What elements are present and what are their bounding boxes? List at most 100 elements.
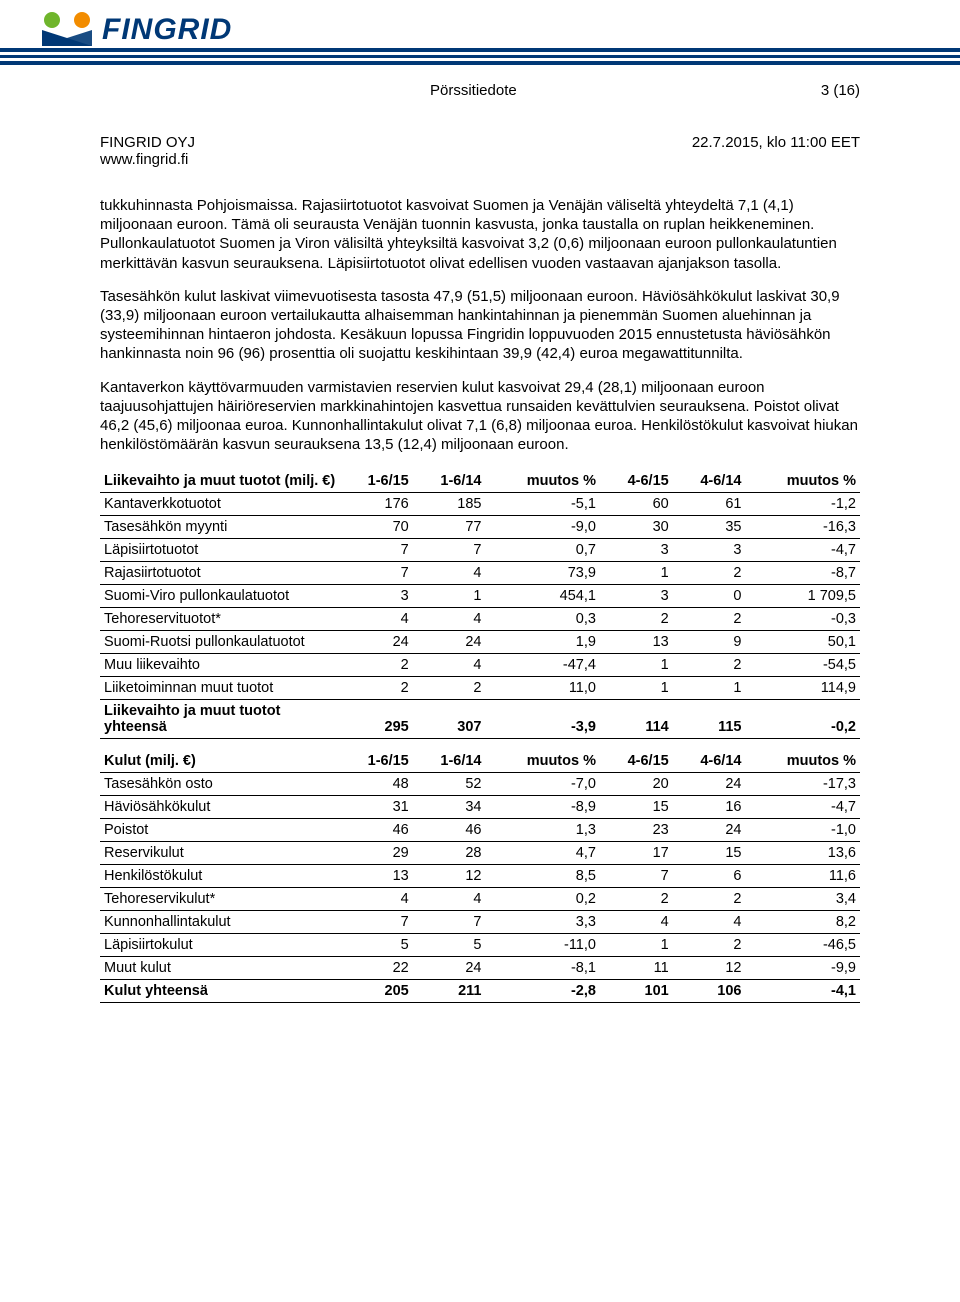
logo: FINGRID <box>40 8 232 52</box>
website: www.fingrid.fi <box>100 151 195 168</box>
cell: 1 <box>600 654 673 677</box>
cell: -4,7 <box>745 796 860 819</box>
row-label: Poistot <box>100 819 340 842</box>
cell: -0,3 <box>745 608 860 631</box>
table-row: Tasesähkön myynti7077-9,03035-16,3 <box>100 516 860 539</box>
col-change1: muutos % <box>486 470 600 493</box>
content: FINGRID OYJ www.fingrid.fi 22.7.2015, kl… <box>0 134 960 1043</box>
cell: 2 <box>673 608 746 631</box>
cell: 3 <box>340 585 413 608</box>
body-text: tukkuhinnasta Pohjoismaissa. Rajasiirtot… <box>100 196 860 454</box>
cell: -4,1 <box>745 980 860 1003</box>
table-row: Poistot46461,32324-1,0 <box>100 819 860 842</box>
row-label: Reservikulut <box>100 842 340 865</box>
section-col: 1-6/15 <box>340 739 413 773</box>
cell: 30 <box>600 516 673 539</box>
cell: 77 <box>413 516 486 539</box>
datetime: 22.7.2015, klo 11:00 EET <box>692 134 860 168</box>
row-label: Liiketoiminnan muut tuotot <box>100 677 340 700</box>
row-label: Muu liikevaihto <box>100 654 340 677</box>
cell: 2 <box>673 934 746 957</box>
cell: -16,3 <box>745 516 860 539</box>
total-row: Liikevaihto ja muut tuotot yhteensä29530… <box>100 700 860 739</box>
cell: 15 <box>673 842 746 865</box>
cell: 295 <box>340 700 413 739</box>
table-row: Tehoreservituotot*440,322-0,3 <box>100 608 860 631</box>
cell: -8,1 <box>486 957 600 980</box>
total-label: Kulut yhteensä <box>100 980 340 1003</box>
cell: 2 <box>340 654 413 677</box>
cell: 5 <box>413 934 486 957</box>
row-label: Suomi-Ruotsi pullonkaulatuotot <box>100 631 340 654</box>
cell: 2 <box>413 677 486 700</box>
cell: 13 <box>600 631 673 654</box>
cell: 1,9 <box>486 631 600 654</box>
cell: 211 <box>413 980 486 1003</box>
cell: 23 <box>600 819 673 842</box>
table-row: Henkilöstökulut13128,57611,6 <box>100 865 860 888</box>
table-row: Liiketoiminnan muut tuotot2211,011114,9 <box>100 677 860 700</box>
cell: 13,6 <box>745 842 860 865</box>
cell: 2 <box>600 888 673 911</box>
cell: 2 <box>673 654 746 677</box>
cell: 52 <box>413 773 486 796</box>
cell: 34 <box>413 796 486 819</box>
cell: -46,5 <box>745 934 860 957</box>
cell: 114 <box>600 700 673 739</box>
cell: 22 <box>340 957 413 980</box>
col-1615: 1-6/15 <box>340 470 413 493</box>
cell: -7,0 <box>486 773 600 796</box>
logo-text: FINGRID <box>102 13 232 47</box>
cell: 1 <box>600 934 673 957</box>
row-label: Rajasiirtotuotot <box>100 562 340 585</box>
cell: 12 <box>413 865 486 888</box>
row-label: Henkilöstökulut <box>100 865 340 888</box>
cell: 2 <box>673 888 746 911</box>
table-row: Kunnonhallintakulut773,3448,2 <box>100 911 860 934</box>
table-row: Muu liikevaihto24-47,412-54,5 <box>100 654 860 677</box>
table-row: Häviösähkökulut3134-8,91516-4,7 <box>100 796 860 819</box>
cell: 4 <box>413 562 486 585</box>
section-col: muutos % <box>486 739 600 773</box>
cell: 50,1 <box>745 631 860 654</box>
cell: 13 <box>340 865 413 888</box>
cell: 8,2 <box>745 911 860 934</box>
cell: 61 <box>673 493 746 516</box>
row-label: Läpisiirtotuotot <box>100 539 340 562</box>
logo-mark-icon <box>40 8 94 52</box>
cell: 307 <box>413 700 486 739</box>
cell: 3,3 <box>486 911 600 934</box>
section-col: muutos % <box>745 739 860 773</box>
cell: 115 <box>673 700 746 739</box>
cell: 454,1 <box>486 585 600 608</box>
cell: 0,2 <box>486 888 600 911</box>
cell: 2 <box>600 608 673 631</box>
cell: 24 <box>673 773 746 796</box>
col-change2: muutos % <box>745 470 860 493</box>
cell: 0,7 <box>486 539 600 562</box>
cell: 73,9 <box>486 562 600 585</box>
cell: 24 <box>340 631 413 654</box>
cell: -8,7 <box>745 562 860 585</box>
cell: 7 <box>600 865 673 888</box>
cell: 0,3 <box>486 608 600 631</box>
table-row: Läpisiirtotuotot770,733-4,7 <box>100 539 860 562</box>
col-4614: 4-6/14 <box>673 470 746 493</box>
section-col: 4-6/14 <box>673 739 746 773</box>
cell: 3,4 <box>745 888 860 911</box>
cell: -3,9 <box>486 700 600 739</box>
cell: 17 <box>600 842 673 865</box>
cell: -8,9 <box>486 796 600 819</box>
revenue-table: Liikevaihto ja muut tuotot (milj. €) 1-6… <box>100 470 860 1003</box>
cell: 5 <box>340 934 413 957</box>
document-meta: Pörssitiedote 3 (16) <box>0 82 960 99</box>
page-indicator: 3 (16) <box>821 82 860 99</box>
paragraph-2: Tasesähkön kulut laskivat viimevuotisest… <box>100 287 860 364</box>
row-label: Läpisiirtokulut <box>100 934 340 957</box>
row-label: Suomi-Viro pullonkaulatuotot <box>100 585 340 608</box>
cell: 185 <box>413 493 486 516</box>
cell: 1 <box>673 677 746 700</box>
cell: 24 <box>413 957 486 980</box>
cell: -17,3 <box>745 773 860 796</box>
table-row: Läpisiirtokulut55-11,012-46,5 <box>100 934 860 957</box>
